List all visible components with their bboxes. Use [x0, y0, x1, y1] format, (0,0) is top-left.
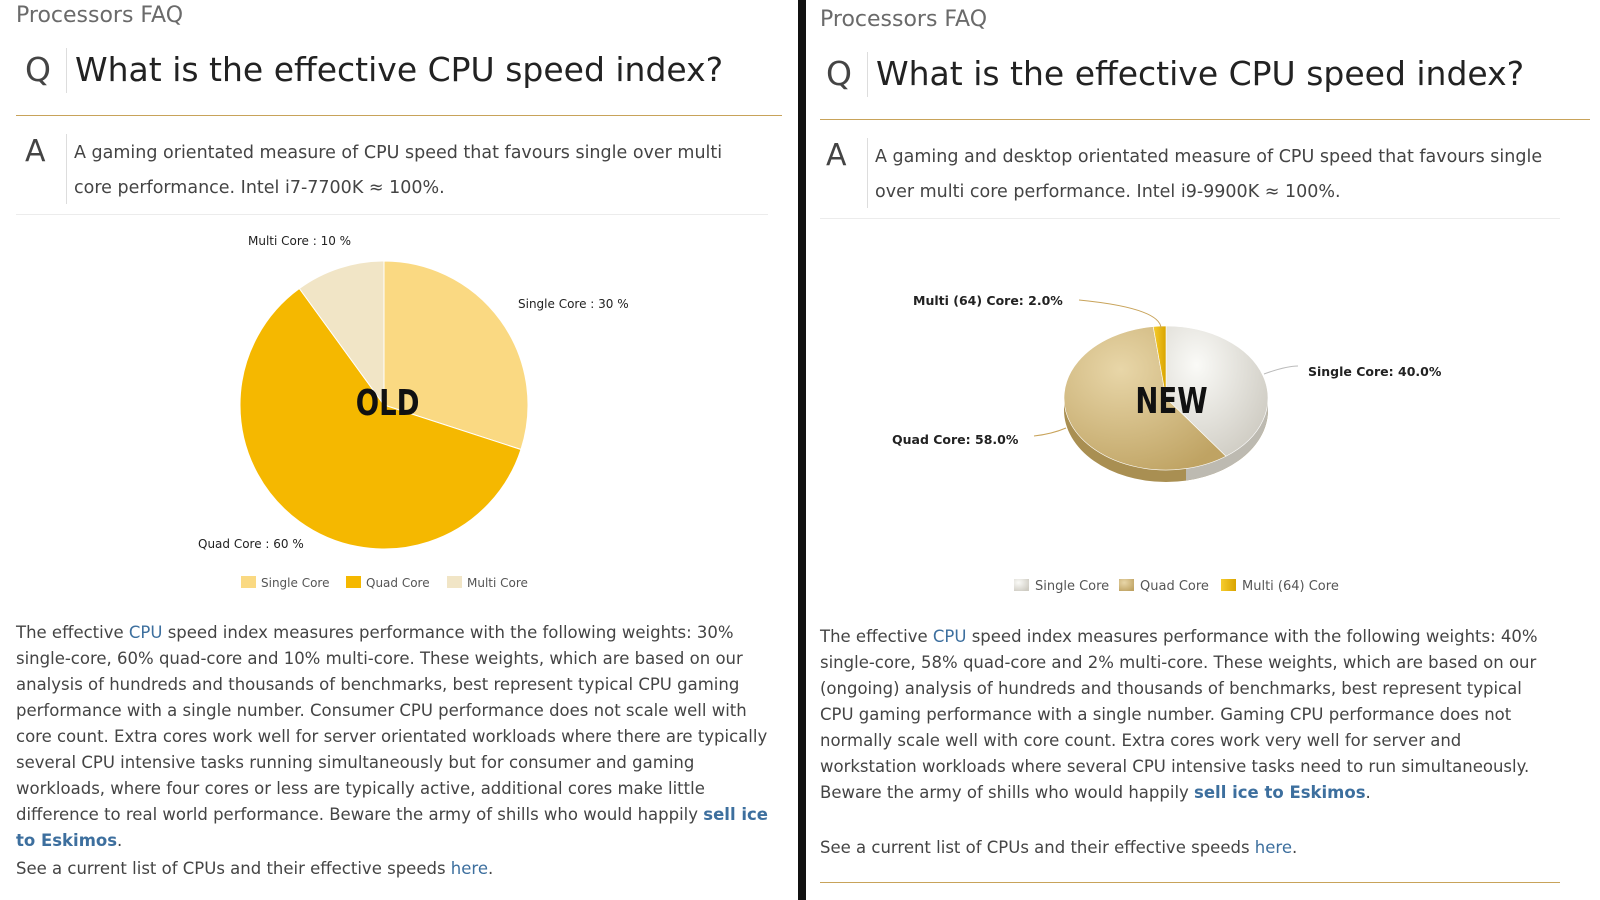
question-marker: Q [25, 50, 51, 89]
desc-text: speed index measures performance with th… [16, 623, 768, 824]
legend-label-quad-core: Quad Core [1140, 579, 1209, 594]
divider [66, 48, 67, 93]
pie-depth-wall-single [1186, 398, 1268, 481]
slice-label-quad-core: Quad Core: 58.0% [892, 432, 1019, 447]
slice-label-multi-core: Multi Core : 10 % [248, 234, 351, 248]
divider [820, 218, 1560, 219]
question-marker: Q [826, 54, 852, 93]
sell-ice-link[interactable]: sell ice to Eskimos [1194, 783, 1366, 802]
desc-text: . [117, 831, 123, 850]
divider [820, 119, 1590, 120]
chart-overlay-label: OLD [356, 382, 420, 424]
question-heading: What is the effective CPU speed index? [75, 50, 724, 89]
desc-text: . [1365, 783, 1371, 802]
legend-swatch-multi-64-core [1221, 579, 1236, 591]
desc-text: The effective [820, 627, 933, 646]
slice-label-single-core: Single Core: 40.0% [1308, 364, 1442, 379]
answer-marker: A [826, 138, 847, 173]
slice-label-quad-core: Quad Core : 60 % [198, 537, 304, 551]
answer-marker: A [25, 134, 46, 169]
divider [16, 214, 768, 215]
section-title: Processors FAQ [16, 3, 184, 28]
legend-label-quad-core: Quad Core [366, 576, 430, 590]
legend-swatch-single-core [1014, 579, 1029, 591]
see-also-end: . [1291, 838, 1298, 857]
slice-label-single-core: Single Core : 30 % [518, 297, 629, 311]
here-link[interactable]: here [450, 859, 488, 878]
see-also-text: See a current list of CPUs and their eff… [820, 838, 1255, 857]
desc-text: speed index measures performance with th… [820, 627, 1538, 802]
pie-slice-multi-64-core [1152, 325, 1167, 399]
legend-label-single-core: Single Core [261, 576, 329, 590]
divider [16, 115, 782, 116]
legend-swatch-multi-core [447, 576, 462, 588]
pie-slice-multi-core [298, 260, 385, 407]
see-also-line: See a current list of CPUs and their eff… [820, 838, 1297, 857]
faq-panel-old: Processors FAQ Q What is the effective C… [0, 0, 798, 900]
pie-slice-quad-core [239, 287, 522, 550]
pie-slice-single-core [1165, 325, 1269, 457]
divider [820, 882, 1560, 883]
question-heading: What is the effective CPU speed index? [876, 54, 1525, 93]
answer-text: A gaming and desktop orientated measure … [875, 147, 1543, 202]
description-paragraph: The effective CPU speed index measures p… [16, 620, 768, 854]
description-paragraph: The effective CPU speed index measures p… [820, 624, 1560, 806]
divider [66, 134, 67, 204]
pie-slice-quad-core [1063, 326, 1227, 471]
pie-chart-svg: Single Core: 40.0% Quad Core: 58.0% Multi … [892, 293, 1442, 594]
legend-label-multi-64-core: Multi (64) Core [1242, 579, 1339, 594]
cpu-link[interactable]: CPU [932, 627, 967, 646]
see-also-end: . [487, 859, 494, 878]
legend-swatch-single-core [241, 576, 256, 588]
here-link[interactable]: here [1254, 838, 1292, 857]
legend-label-single-core: Single Core [1035, 579, 1109, 594]
cpu-link[interactable]: CPU [128, 623, 163, 642]
leader-line-quad-core [1033, 427, 1067, 437]
speed-index-pie-chart-new: Single Core: 40.0% Quad Core: 58.0% Multi … [806, 226, 1600, 626]
legend-label-multi-core: Multi Core [467, 576, 528, 590]
leader-line-multi-64-core [1078, 299, 1162, 329]
sell-ice-link[interactable]: sell ice to Eskimos [16, 805, 768, 850]
answer-text: A gaming orientated measure of CPU speed… [74, 143, 723, 198]
pie-chart-svg: Single Core : 30 % Quad Core : 60 % Multi … [198, 234, 629, 590]
legend-swatch-quad-core [1119, 579, 1134, 591]
chart-overlay-label: NEW [1135, 380, 1207, 422]
desc-text: The effective [16, 623, 129, 642]
divider [867, 138, 868, 208]
legend-swatch-quad-core [346, 576, 361, 588]
see-also-line: See a current list of CPUs and their eff… [16, 859, 493, 878]
faq-panel-new: Processors FAQ Q What is the effective C… [806, 0, 1600, 900]
leader-line-single-core [1263, 365, 1299, 375]
divider [867, 52, 868, 97]
see-also-text: See a current list of CPUs and their eff… [16, 859, 451, 878]
panel-divider [798, 0, 806, 900]
speed-index-pie-chart-old: Single Core : 30 % Quad Core : 60 % Multi … [0, 222, 798, 622]
pie-slice-single-core [383, 260, 529, 451]
section-title: Processors FAQ [820, 7, 988, 32]
slice-label-multi-64-core: Multi (64) Core: 2.0% [913, 293, 1063, 308]
